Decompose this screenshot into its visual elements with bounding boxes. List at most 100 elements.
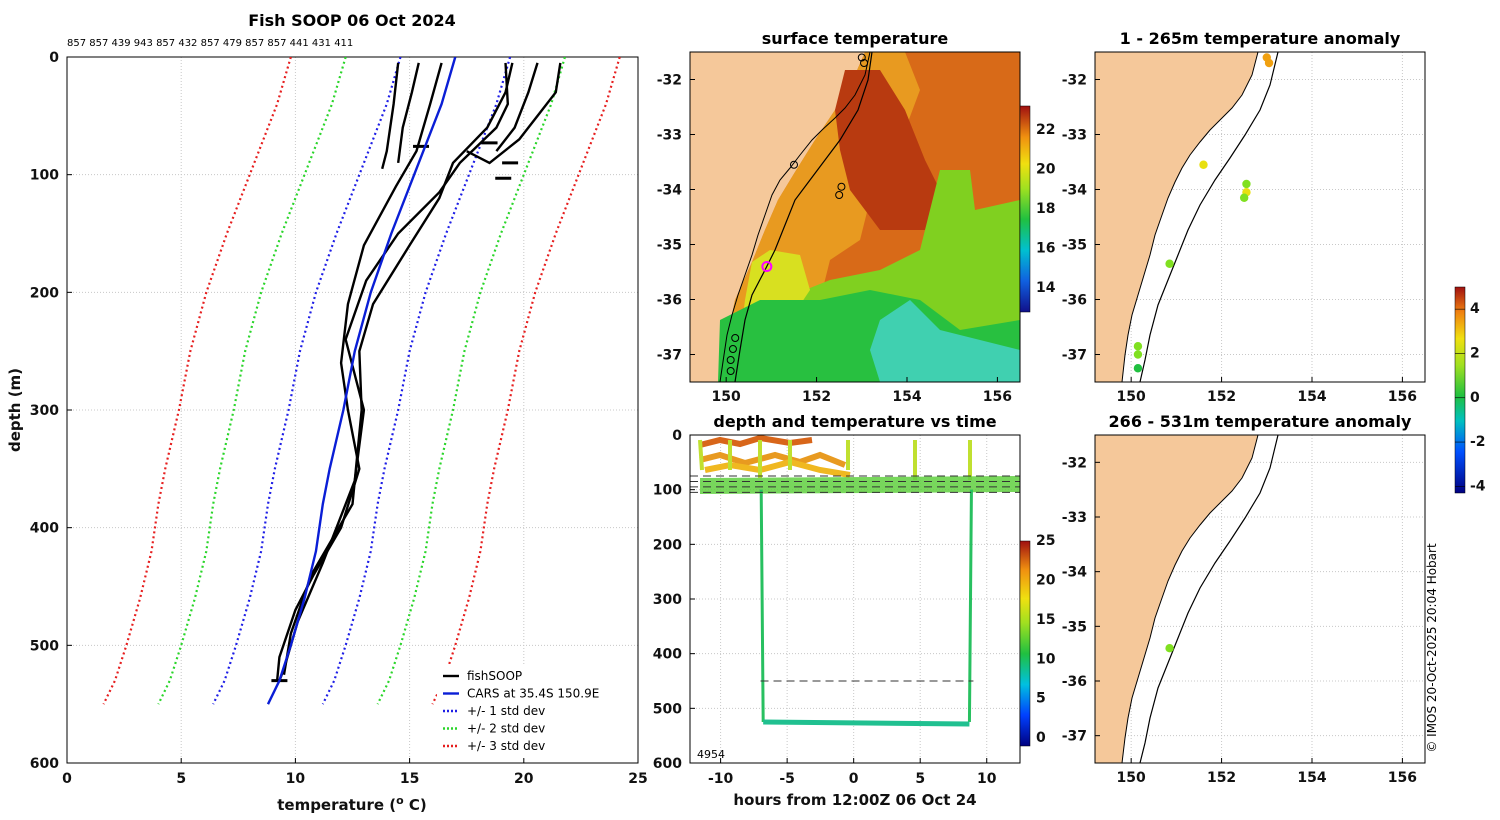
sst-highlight-station [761,261,773,272]
sst-colorbar-label: 20 [1036,161,1056,177]
anomaly-point [1264,58,1274,68]
std-dev-line [431,57,621,705]
anomaly-colorbar-label: 0 [1470,390,1480,406]
sst-station-marker [837,182,846,191]
map-ytick-label: -33 [657,128,682,144]
time-xtick-label: -10 [708,771,734,787]
sst-station-marker [789,160,798,169]
profile-title: Fish SOOP 06 Oct 2024 [248,11,456,30]
map-ytick-label: -34 [1062,183,1088,199]
time-colorbar-label: 10 [1036,651,1056,667]
time-ytick-label: 100 [653,483,682,499]
time-xtick-label: 10 [977,771,997,787]
map-ytick-label: -35 [657,238,682,254]
anomaly-shallow-ticks: 150 152 154 156 -32 -33 -34 -35 -36 -37 [1062,73,1417,406]
sst-station-marker [835,191,844,199]
profile-ytick-label: 200 [30,285,59,301]
cars-profile-line [266,57,457,705]
time-deep-cast [759,489,973,723]
anomaly-shallow-points [1133,53,1274,373]
sst-station-marker [857,53,866,62]
time-xtick-label: -5 [779,771,795,787]
sst-coastline [719,52,871,382]
profile-ytick-label: 300 [30,403,59,419]
legend-label: CARS at 35.4S 150.9E [467,687,599,701]
std-dev-lines [102,57,621,705]
sst-colorbar-label: 16 [1036,241,1055,257]
anomaly-point [1242,179,1251,189]
fish-profile-line [466,62,562,165]
anomaly-deep-ticks: 150 152 154 156 -32 -33 -34 -35 -36 -37 [1062,455,1417,786]
profile-xtick-label: 5 [176,771,186,787]
anomaly-deep-panel: 266 - 531m temperature anomaly 150 152 154… [1062,412,1426,786]
sst-ocean-coldest [870,300,1020,382]
time-colorbar-label: 15 [1036,612,1055,628]
map-ytick-label: -37 [1062,729,1087,745]
map-ytick-label: -34 [1062,565,1088,581]
map-ytick-label: -34 [657,183,683,199]
anomaly-deep-isobath [1139,435,1279,763]
anomaly-deep-land [1095,435,1259,763]
time-corner-label: 4954 [697,748,725,761]
time-colorbar-label: 0 [1036,730,1046,746]
fish-profile-line [278,62,510,682]
std-dev-line [102,57,292,705]
profile-xtick-label: 0 [62,771,72,787]
map-ytick-label: -36 [1062,674,1087,690]
map-xtick-label: 154 [1297,389,1326,405]
time-ytick-label: 300 [653,592,682,608]
sst-colorbar [1019,105,1031,313]
map-xtick-label: 152 [1207,389,1236,405]
time-colorbar-ticks: 25 20 15 10 5 0 [1036,533,1056,746]
profile-subtitle: 857 857 439 943 857 432 857 479 857 857 … [67,38,353,49]
sst-colorbar-label: 14 [1036,280,1056,296]
anomaly-colorbar-label: 2 [1470,345,1480,361]
map-ytick-label: -35 [1062,619,1087,635]
anomaly-shallow-land [1095,52,1259,382]
anomaly-colorbar-label: -2 [1470,434,1486,450]
anomaly-colorbar [1454,286,1466,494]
time-shallow-track-2 [699,451,847,468]
profile-legend: fishSOOP CARS at 35.4S 150.9E +/- 1 std de… [437,664,629,758]
anomaly-point [1133,350,1143,359]
time-band [700,476,1020,494]
map-xtick-label: 152 [1207,770,1236,786]
profile-ytick-label: 600 [30,756,59,772]
time-xtick-label: 5 [915,771,925,787]
map-xtick-label: 150 [712,389,741,405]
time-ytick-label: 200 [653,537,682,553]
map-xtick-label: 156 [1388,770,1417,786]
map-xtick-label: 154 [1297,770,1326,786]
fish-profile-line [275,62,443,681]
map-ytick-label: -36 [657,293,682,309]
time-dive-spikes [698,439,972,480]
legend-label: fishSOOP [467,669,522,683]
time-reference-depths [690,475,1020,682]
time-panel: depth and temperature vs time -10 -5 0 5 100… [653,412,1056,809]
time-colorbar-label: 5 [1036,691,1046,707]
profile-xtick-label: 10 [286,771,306,787]
anomaly-shallow-axes-box [1094,51,1426,383]
time-shallow-track-1 [699,435,813,448]
anomaly-point [1239,193,1249,202]
map-ytick-label: -33 [1062,510,1087,526]
anomaly-deep-map [1095,435,1279,763]
time-ytick-label: 400 [653,647,682,663]
map-xtick-label: 150 [1117,389,1146,405]
profile-ytick-label: 500 [30,638,59,654]
sst-isobath [734,52,873,382]
time-title: depth and temperature vs time [713,412,996,431]
map-xtick-label: 156 [1388,389,1417,405]
time-xtick-label: 0 [849,771,859,787]
sst-station-marker [860,59,869,67]
sst-colorbar-ticks: 22 20 18 16 14 [1036,122,1056,296]
map-ytick-label: -32 [1062,73,1087,89]
profile-ytick-label: 0 [49,50,59,66]
time-xlabel: hours from 12:00Z 06 Oct 24 [733,791,976,809]
anomaly-shallow-map [1095,52,1279,382]
sst-colorbar-label: 18 [1036,201,1055,217]
anomaly-point [1165,644,1174,653]
anomaly-point [1199,160,1208,169]
